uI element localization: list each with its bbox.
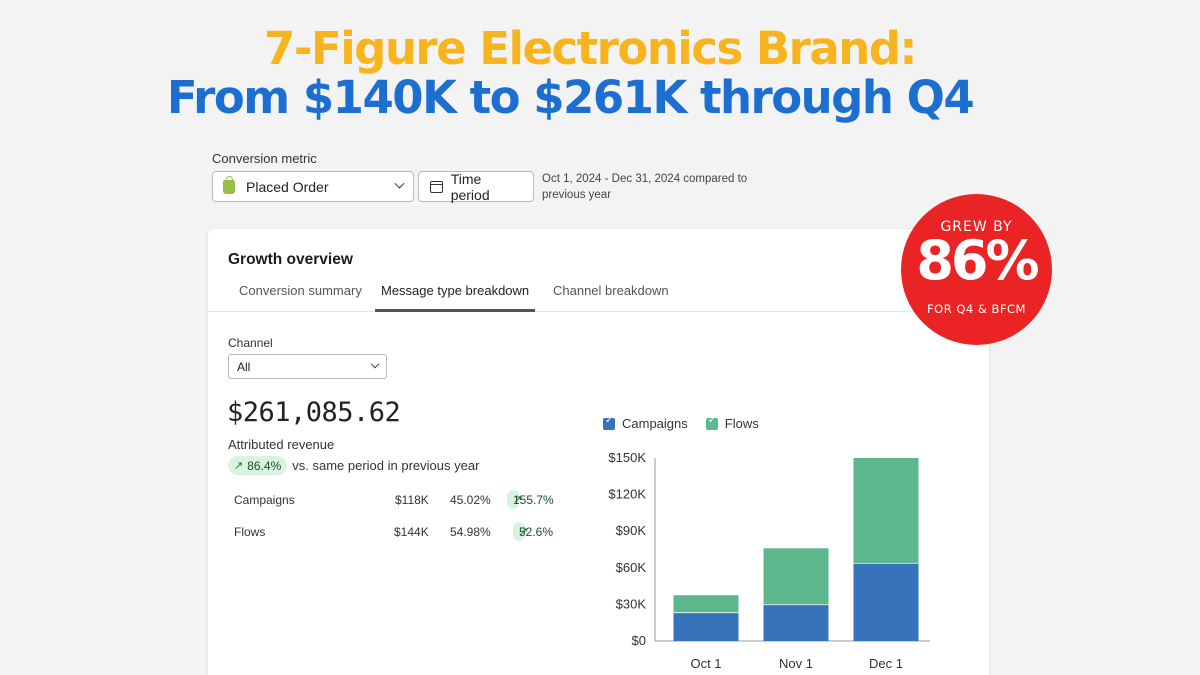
- headline: 7-Figure Electronics Brand: From $140K t…: [0, 26, 1140, 120]
- channel-label: Channel: [228, 336, 273, 350]
- bar-flows-3: [853, 458, 919, 563]
- headline-line-1: 7-Figure Electronics Brand:: [264, 22, 917, 75]
- channel-select[interactable]: All: [228, 354, 387, 379]
- checkbox-icon: [705, 415, 718, 430]
- chevron-down-icon: [370, 359, 380, 368]
- legend-item-campaigns[interactable]: Campaigns: [603, 415, 688, 431]
- breakdown-growth: 52.6%: [519, 525, 554, 539]
- breakdown-growth-pill: ↗ 52.6%: [513, 522, 553, 541]
- breakdown-share: 54.98%: [450, 525, 491, 539]
- bar-campaigns-1: [673, 612, 739, 641]
- bar-flows-2: [763, 548, 829, 605]
- y-tick-label: $90K: [616, 523, 647, 538]
- y-tick-label: $0: [632, 633, 646, 648]
- breakdown-amount: $144K: [394, 525, 429, 539]
- badge-percentage: 86%: [916, 229, 1039, 292]
- stacked-bar-chart: $0 $30K $60K $90K $120K $150K Oct 1 Nov 1 Dec 1: [608, 450, 930, 671]
- tab-conversion-summary[interactable]: Conversion summary: [239, 283, 362, 298]
- x-tick-label: Nov 1: [779, 656, 813, 671]
- trend-up-icon: ↗: [519, 526, 529, 538]
- time-period-button[interactable]: Time period: [418, 170, 534, 203]
- y-tick-label: $120K: [608, 487, 646, 502]
- headline-line-2: From $140K to $261K through Q4: [166, 71, 975, 124]
- date-range-text: Oct 1, 2024 - Dec 31, 2024 compared to p…: [542, 173, 748, 201]
- shopify-bag-icon: [223, 175, 235, 194]
- breakdown-growth: 155.7%: [513, 493, 554, 507]
- breakdown-name: Campaigns: [234, 493, 295, 507]
- growth-comparison-text: vs. same period in previous year: [292, 458, 480, 473]
- calendar-icon: [430, 180, 443, 193]
- growth-badge: GREW BY 86% FOR Q4 & BFCM: [901, 194, 1052, 345]
- tab-bar: Conversion summary Message type breakdow…: [208, 278, 989, 312]
- growth-pct: 86.4%: [247, 458, 282, 473]
- attributed-revenue-label: Attributed revenue: [228, 437, 335, 452]
- breakdown-share: 45.02%: [450, 493, 491, 507]
- y-tick-label: $30K: [616, 596, 647, 611]
- conversion-metric-select[interactable]: Placed Order: [212, 171, 414, 202]
- bar-flows-1: [673, 595, 739, 613]
- card-title: Growth overview: [228, 251, 353, 268]
- bar-campaigns-2: [763, 604, 829, 641]
- checkbox-icon: [603, 415, 615, 430]
- chevron-down-icon: [394, 178, 405, 189]
- chart-legend: Campaigns Flows: [603, 415, 777, 431]
- breakdown-growth-pill: ↗ 155.7%: [507, 490, 554, 509]
- bar-campaigns-3: [853, 562, 919, 641]
- legend-label: Flows: [724, 416, 759, 431]
- trend-up-icon: ↗: [234, 460, 244, 472]
- legend-label: Campaigns: [622, 416, 688, 431]
- trend-up-icon: ↗: [513, 494, 523, 506]
- breakdown-row-flows: Flows $144K 54.98% ↗ 52.6%: [234, 522, 579, 544]
- conversion-metric-value: Placed Order: [246, 178, 329, 195]
- conversion-metric-label: Conversion metric: [212, 151, 317, 166]
- legend-item-flows[interactable]: Flows: [705, 415, 759, 431]
- badge-line-1: GREW BY: [940, 219, 1013, 235]
- x-tick-label: Oct 1: [690, 656, 721, 671]
- channel-select-value: All: [237, 359, 251, 374]
- y-tick-label: $150K: [608, 450, 646, 465]
- breakdown-name: Flows: [234, 525, 266, 539]
- tab-channel-breakdown[interactable]: Channel breakdown: [553, 283, 669, 298]
- badge-line-3: FOR Q4 & BFCM: [927, 302, 1026, 316]
- tab-message-type-breakdown[interactable]: Message type breakdown: [375, 283, 536, 312]
- attributed-revenue-value: $261,085.62: [227, 397, 401, 428]
- growth-pill: ↗ 86.4%: [228, 456, 288, 475]
- growth-summary: ↗ 86.4% vs. same period in previous year: [228, 456, 479, 475]
- x-tick-label: Dec 1: [869, 656, 903, 671]
- y-tick-label: $60K: [616, 560, 647, 575]
- breakdown-row-campaigns: Campaigns $118K 45.02% ↗ 155.7%: [234, 490, 579, 512]
- time-period-label: Time period: [450, 170, 490, 203]
- growth-overview-card: Growth overview Conversion summary Messa…: [208, 229, 989, 675]
- breakdown-amount: $118K: [395, 493, 429, 507]
